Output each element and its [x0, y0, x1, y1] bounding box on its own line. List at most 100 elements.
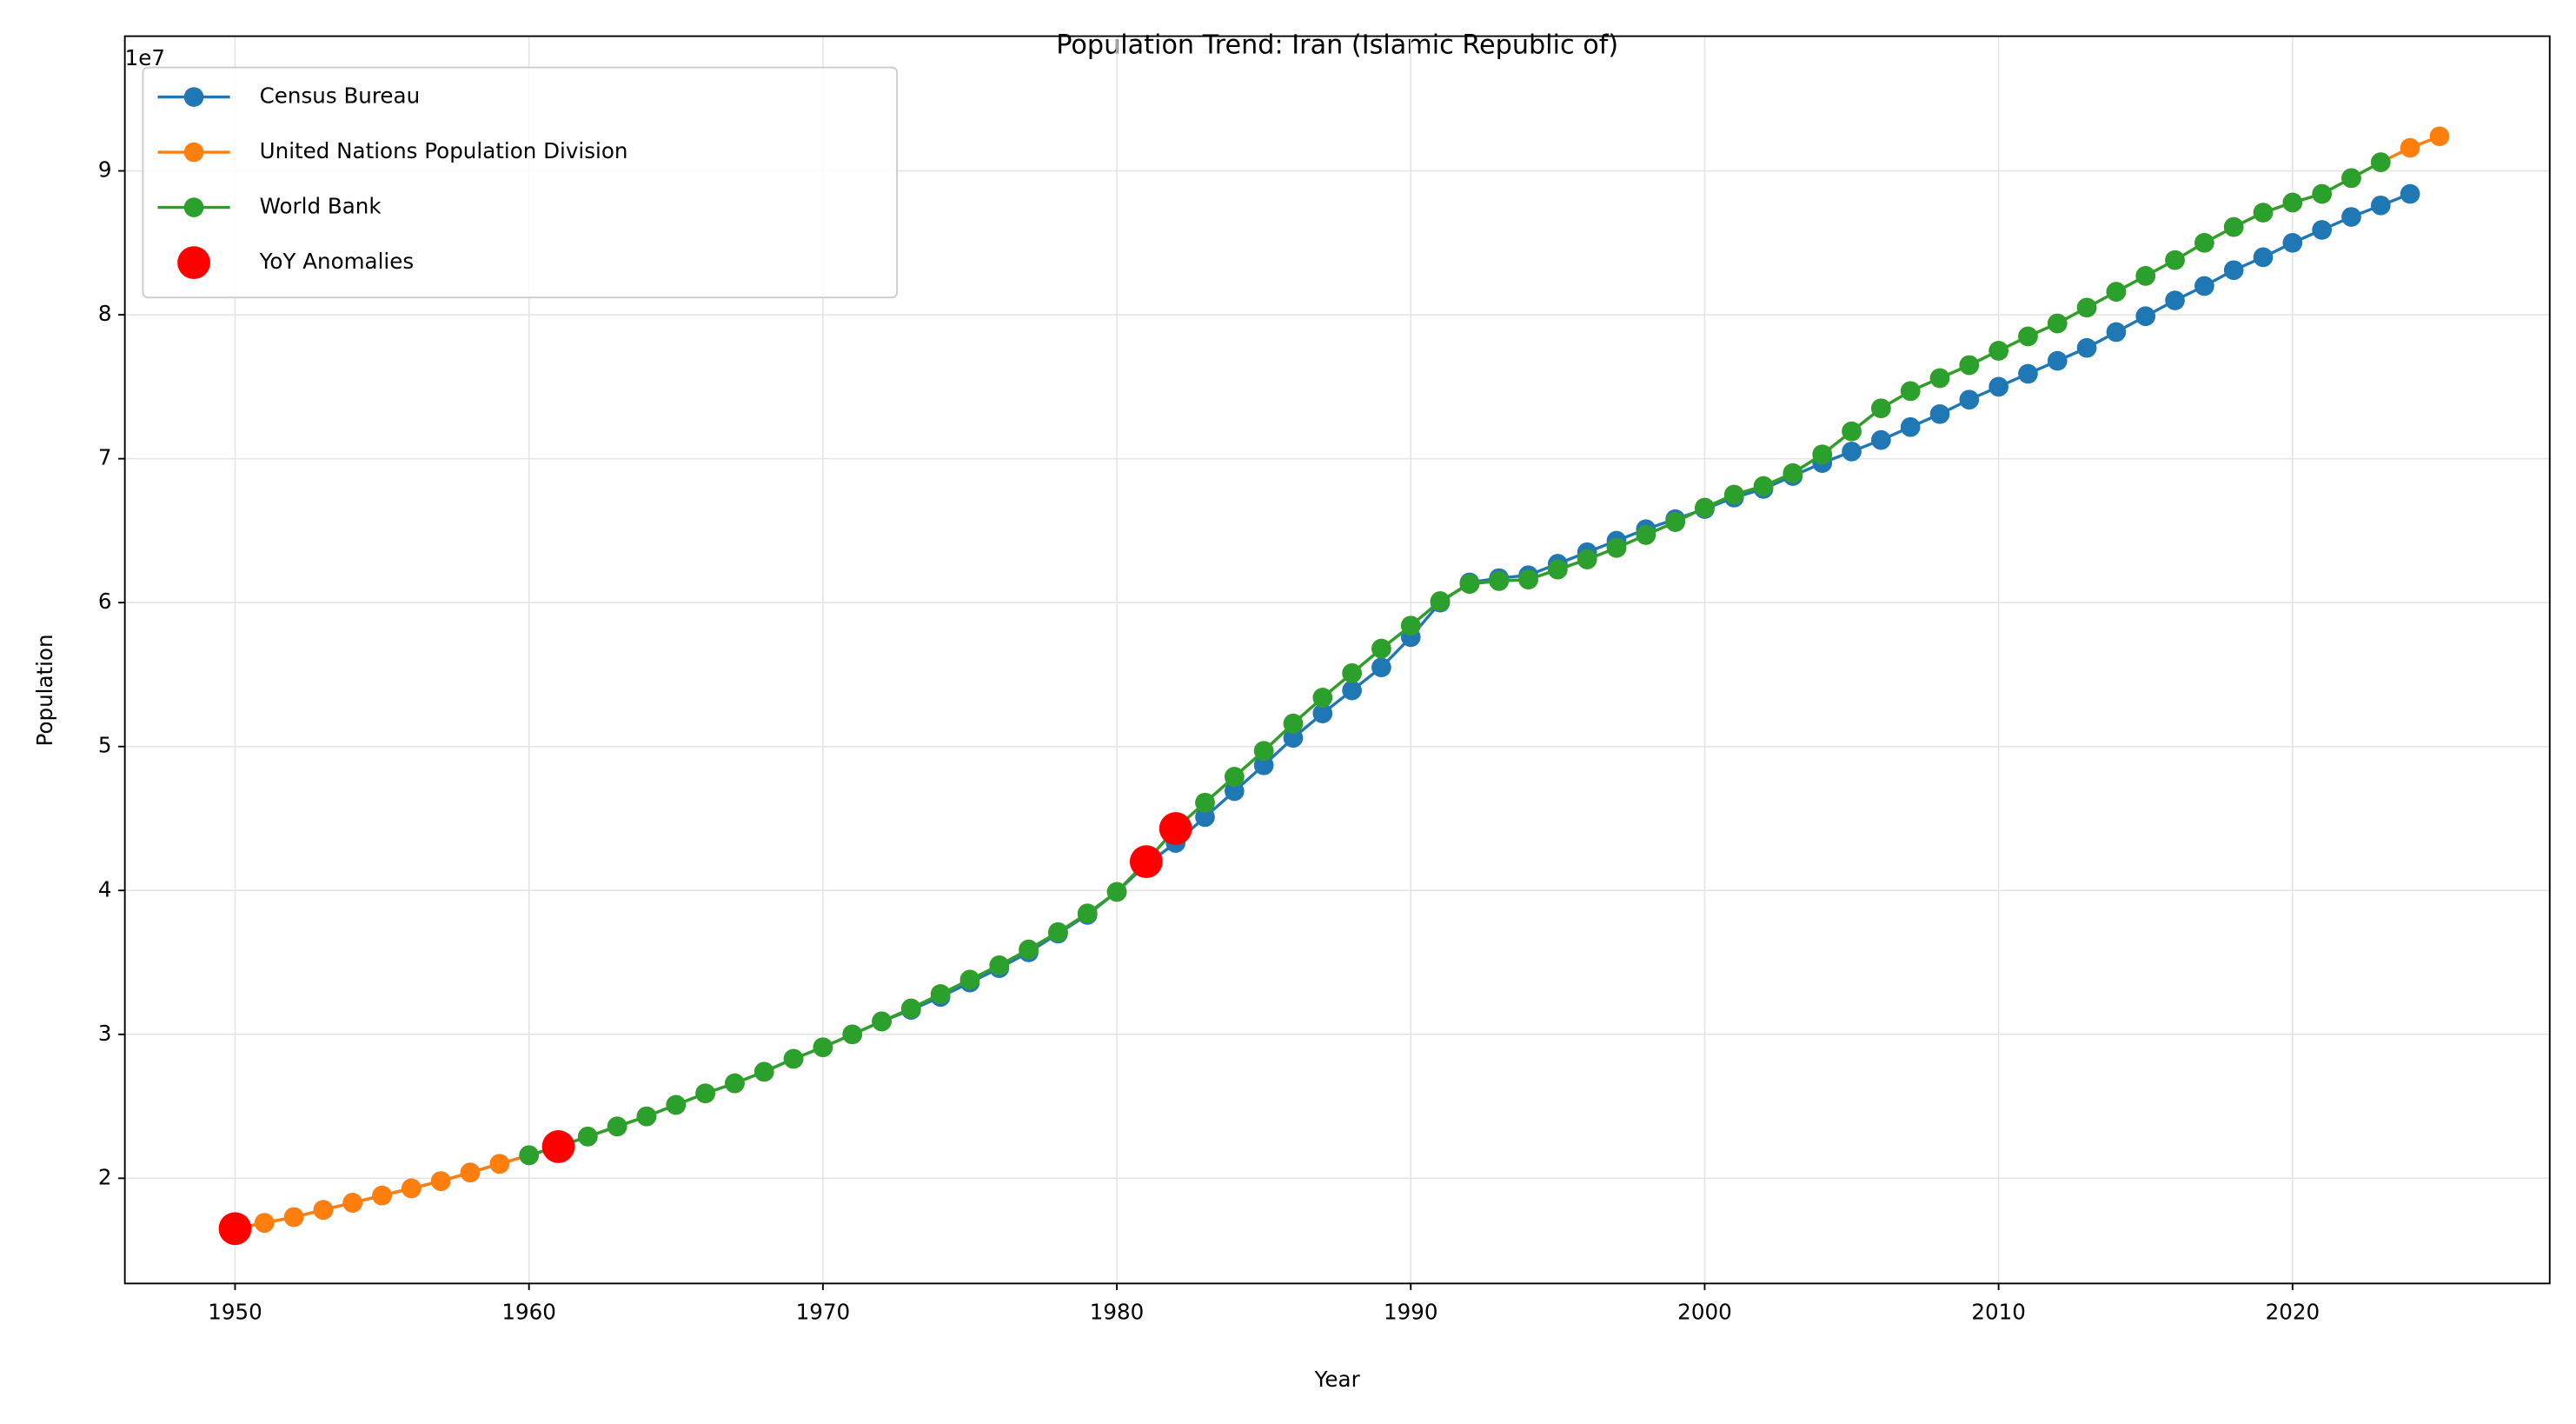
data-point	[1312, 688, 1333, 708]
data-point	[283, 1207, 304, 1228]
data-point	[2018, 326, 2038, 347]
data-point	[872, 1011, 892, 1032]
data-point	[519, 1145, 540, 1166]
x-tick-label: 2000	[1677, 1299, 1732, 1324]
series-line	[235, 135, 2440, 1230]
data-point	[1283, 713, 1304, 734]
data-point	[842, 1024, 863, 1045]
data-point	[1253, 755, 1274, 775]
data-point	[1723, 484, 1744, 505]
data-point	[607, 1116, 627, 1137]
data-point	[1959, 355, 1980, 376]
y-tick-label: 9	[98, 157, 112, 183]
x-tick-label: 1990	[1384, 1299, 1438, 1324]
data-point	[1195, 792, 1215, 813]
data-point	[2370, 152, 2391, 172]
legend-label: World Bank	[260, 194, 382, 219]
data-point	[636, 1106, 657, 1127]
data-point	[1459, 574, 1480, 595]
data-point	[2312, 183, 2332, 204]
data-point	[1959, 389, 1980, 410]
data-point	[1636, 525, 1656, 545]
legend-marker	[183, 142, 204, 163]
data-point	[1548, 559, 1568, 580]
data-point	[1019, 939, 1039, 960]
y-tick-label: 2	[98, 1164, 112, 1189]
data-point	[1077, 903, 1098, 924]
data-point	[577, 1126, 598, 1147]
x-tick-label: 1960	[501, 1299, 556, 1324]
data-point	[2047, 313, 2068, 334]
x-tick-label: 1950	[208, 1299, 262, 1324]
data-point	[1518, 569, 1538, 590]
data-point	[2400, 137, 2420, 158]
legend-marker	[183, 87, 204, 107]
legend-label: United Nations Population Division	[260, 138, 628, 163]
data-point	[313, 1200, 334, 1221]
data-point	[1871, 429, 1891, 450]
data-point	[2253, 247, 2274, 268]
data-point	[2341, 207, 2361, 227]
data-point	[2076, 297, 2097, 318]
data-point	[1400, 616, 1421, 636]
data-point	[1695, 497, 1715, 518]
data-point	[1929, 403, 1950, 424]
data-point	[2223, 260, 2244, 281]
data-point	[2312, 220, 2332, 240]
data-point	[1577, 549, 1597, 569]
data-point	[372, 1185, 392, 1206]
data-point	[2223, 216, 2244, 237]
axes-frame	[123, 35, 2551, 1285]
data-point	[725, 1073, 745, 1094]
data-point	[1342, 680, 1362, 701]
data-point	[783, 1048, 804, 1069]
legend: Census Bureau United Nations Population D…	[142, 66, 899, 299]
data-point	[1842, 421, 1862, 442]
data-point	[2165, 290, 2185, 310]
data-point	[989, 955, 1010, 975]
y-offset-text: 1e7	[125, 45, 165, 70]
data-point	[1900, 381, 1921, 402]
data-point	[2135, 306, 2156, 327]
x-tick-label: 2010	[1971, 1299, 2026, 1324]
x-tick-label: 2020	[2266, 1299, 2320, 1324]
data-point	[254, 1213, 275, 1234]
data-point	[2135, 266, 2156, 286]
data-point	[2106, 322, 2127, 343]
data-point	[1665, 512, 1685, 532]
data-point	[1753, 476, 1774, 496]
data-point	[1342, 662, 1362, 683]
y-tick-label: 3	[98, 1021, 112, 1046]
anomaly-point	[1159, 812, 1192, 845]
data-point	[666, 1095, 687, 1115]
data-point	[2165, 250, 2185, 270]
data-point	[1783, 462, 1803, 483]
data-point	[1489, 571, 1510, 591]
data-point	[2370, 195, 2391, 216]
data-point	[1224, 781, 1245, 802]
data-point	[1195, 807, 1215, 828]
data-point	[1048, 922, 1068, 942]
data-point	[402, 1178, 422, 1199]
data-point	[1606, 537, 1627, 558]
data-point	[1988, 341, 2008, 361]
data-point	[1929, 368, 1950, 389]
legend-marker	[177, 246, 210, 279]
plot-area	[218, 126, 2450, 1246]
data-point	[1312, 703, 1333, 723]
data-point	[1371, 638, 1391, 659]
data-point	[900, 998, 921, 1019]
data-point	[2194, 276, 2214, 296]
legend-box	[142, 66, 899, 299]
data-point	[1430, 591, 1451, 611]
data-point	[1988, 376, 2008, 397]
data-point	[1224, 767, 1245, 787]
data-point	[1283, 728, 1304, 749]
data-point	[695, 1083, 715, 1104]
data-point	[930, 984, 951, 1004]
anomaly-point	[1129, 845, 1163, 879]
data-point	[1842, 442, 1862, 462]
data-point	[1812, 444, 1833, 465]
data-point	[959, 969, 980, 990]
